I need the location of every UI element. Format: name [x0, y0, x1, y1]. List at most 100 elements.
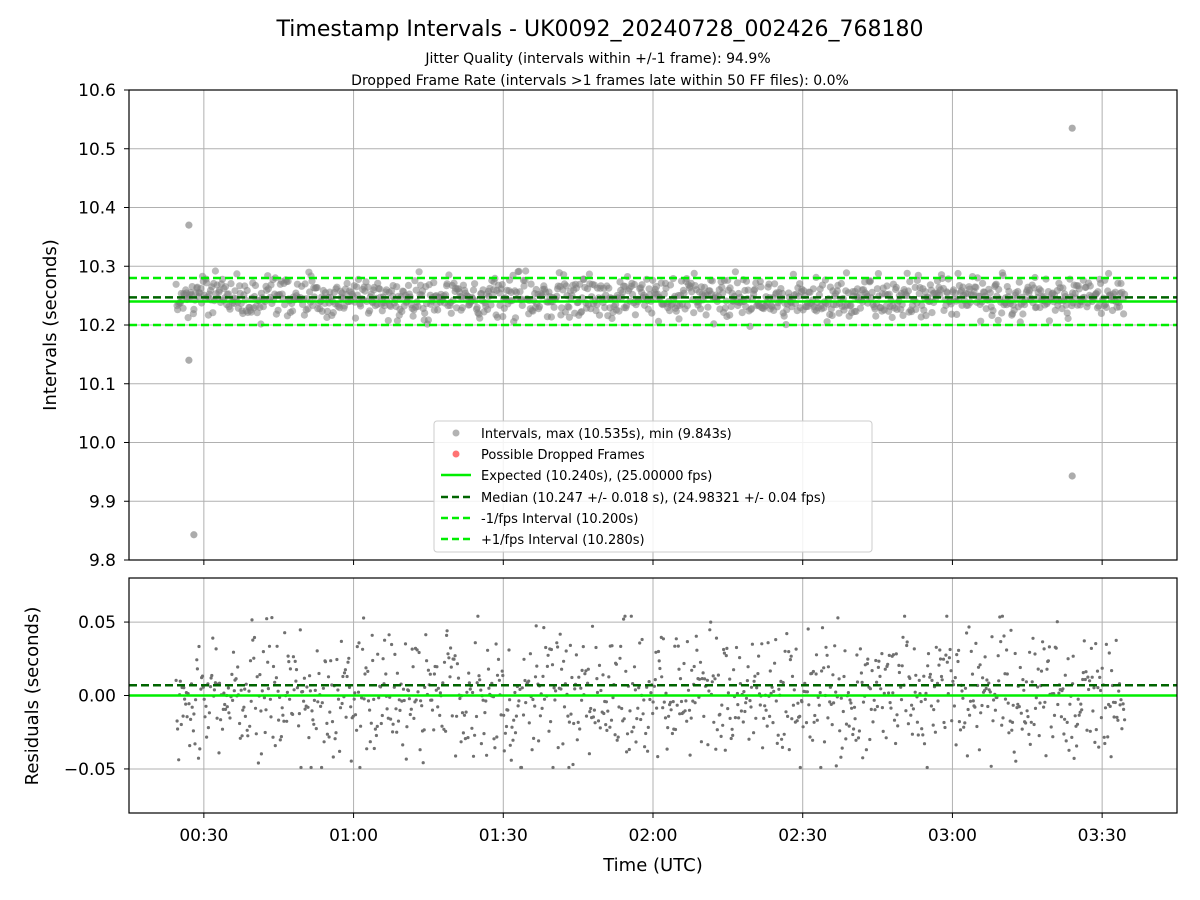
residual-point	[326, 675, 331, 679]
residual-point	[214, 647, 218, 651]
residual-point	[1103, 706, 1108, 710]
residual-point	[560, 667, 564, 671]
residual-point	[366, 699, 371, 703]
residual-point	[1006, 701, 1010, 705]
residual-point	[481, 698, 485, 702]
residual-point	[830, 723, 834, 727]
residual-point	[771, 721, 775, 725]
residual-point	[479, 742, 483, 746]
residual-point	[945, 614, 949, 618]
residual-point	[278, 738, 282, 742]
residual-point	[644, 731, 648, 736]
interval-point	[619, 288, 627, 296]
residual-point	[305, 685, 309, 689]
residual-point	[805, 690, 810, 694]
interval-point	[301, 280, 309, 288]
residual-point	[817, 703, 821, 707]
residual-point	[676, 644, 680, 648]
residuals-y-tick-label: −0.05	[64, 760, 116, 780]
residual-point	[963, 686, 968, 690]
residual-point	[714, 747, 718, 751]
interval-point	[921, 288, 929, 296]
residual-point	[215, 716, 219, 720]
interval-point	[731, 268, 740, 276]
residual-point	[822, 666, 826, 670]
residual-point	[851, 732, 855, 737]
residual-point	[647, 680, 651, 684]
interval-outlier-point	[190, 531, 198, 539]
residual-point	[1036, 667, 1040, 671]
residual-point	[665, 747, 669, 751]
interval-point	[565, 303, 573, 311]
interval-point	[873, 285, 882, 293]
residual-point	[579, 686, 583, 690]
interval-point	[550, 303, 558, 311]
residual-point	[458, 696, 462, 701]
residual-point	[956, 659, 960, 664]
residual-point	[492, 737, 496, 741]
residual-point	[513, 690, 517, 695]
interval-point	[630, 280, 639, 289]
residual-point	[648, 697, 652, 702]
residual-point	[1031, 636, 1035, 640]
residual-point	[315, 649, 319, 653]
residual-point	[689, 716, 693, 720]
residual-point	[1091, 709, 1095, 713]
residual-point	[685, 640, 690, 644]
residual-point	[892, 718, 897, 722]
residual-point	[182, 686, 186, 690]
residual-point	[661, 706, 665, 710]
residual-point	[454, 754, 458, 758]
residual-point	[757, 654, 761, 658]
residual-point	[611, 696, 615, 700]
residual-point	[320, 765, 324, 770]
residual-point	[338, 706, 343, 710]
residual-point	[729, 736, 733, 741]
residual-point	[381, 657, 385, 661]
residual-point	[916, 733, 920, 737]
interval-point	[721, 304, 729, 312]
residual-point	[527, 679, 531, 683]
x-tick-label: 03:30	[1078, 826, 1127, 846]
residual-point	[464, 710, 468, 714]
residual-point	[623, 614, 627, 618]
residual-point	[181, 714, 185, 718]
residual-point	[899, 698, 904, 702]
residual-point	[376, 652, 380, 656]
interval-point	[415, 268, 423, 276]
interval-point	[954, 269, 962, 278]
interval-point	[938, 274, 946, 283]
interval-point	[351, 314, 360, 322]
residual-point	[904, 709, 908, 713]
interval-point	[680, 289, 688, 297]
residual-point	[338, 749, 342, 754]
residual-point	[425, 659, 429, 663]
interval-point	[920, 306, 928, 314]
residual-point	[363, 672, 367, 676]
residual-point	[837, 677, 841, 681]
residual-point	[471, 754, 476, 758]
residual-point	[1063, 717, 1067, 721]
residual-point	[634, 740, 638, 744]
residual-point	[319, 704, 323, 709]
residual-point	[752, 679, 756, 683]
residual-point	[842, 674, 846, 679]
residual-point	[373, 727, 377, 731]
residual-point	[379, 721, 383, 726]
residual-point	[1011, 703, 1015, 707]
residual-point	[940, 678, 944, 682]
residual-point	[310, 709, 314, 713]
residual-point	[742, 690, 746, 694]
residual-point	[895, 713, 899, 717]
residual-point	[798, 765, 802, 770]
interval-point	[404, 281, 413, 289]
residual-point	[306, 705, 310, 709]
residual-point	[868, 737, 872, 742]
residual-point	[1061, 687, 1065, 691]
interval-point	[511, 314, 520, 322]
intervals-y-tick-label: 10.2	[78, 316, 116, 336]
residual-point	[905, 640, 909, 644]
residual-point	[301, 690, 305, 694]
residual-point	[638, 641, 642, 645]
residual-point	[703, 677, 707, 681]
